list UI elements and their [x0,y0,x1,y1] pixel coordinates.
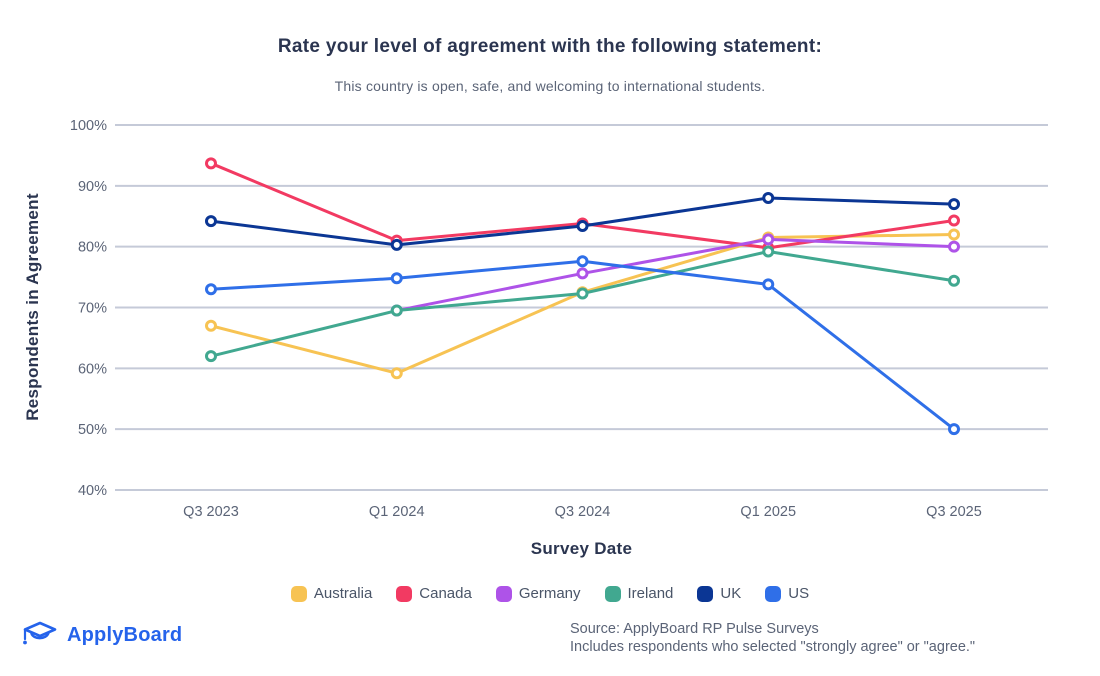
point-germany-2 [576,267,589,280]
point-canada-4 [948,214,960,227]
chart-subtitle: This country is open, safe, and welcomin… [334,78,766,94]
point-australia-0 [205,319,217,332]
x-tick-q3-2023: Q3 2023 [183,504,239,520]
point-uk-1 [390,238,403,251]
applyboard-logo-text: ApplyBoard [67,623,183,646]
series-line-germany [395,237,956,313]
y-tick-80: 80% [78,240,107,256]
point-ireland-0 [205,350,217,363]
y-tick-90: 90% [78,179,107,195]
y-tick-70: 70% [78,301,107,317]
point-us-3 [762,278,775,291]
point-ireland-3 [762,245,775,258]
point-us-2 [576,255,589,268]
point-ireland-2 [576,287,589,300]
legend-item-uk: UK [697,585,741,602]
x-tick-q1-2024: Q1 2024 [369,504,425,520]
legend-swatch-us [765,585,782,602]
legend-label-germany: Germany [518,585,581,602]
chart-title: Rate your level of agreement with the fo… [277,36,823,57]
graduation-cap-icon [23,621,57,645]
x-tick-q3-2024: Q3 2024 [555,504,611,520]
legend-label-australia: Australia [313,585,373,602]
point-australia-4 [948,228,960,241]
y-axis-title: Respondents in Agreement [23,193,42,421]
legend-item-germany: Germany [495,585,581,602]
point-uk-0 [205,215,217,228]
legend-swatch-uk [697,585,714,602]
legend-label-ireland: Ireland [627,585,674,602]
legend-swatch-ireland [604,585,621,602]
point-germany-4 [948,240,960,253]
legend-swatch-canada [396,585,413,602]
y-tick-100: 100% [70,118,107,134]
legend-label-us: US [788,585,810,602]
applyboard-logo: ApplyBoard [20,619,182,651]
point-us-0 [205,283,217,296]
chart-legend: Australia Canada Germany Ireland UK US [0,585,1100,602]
source-line-2: Includes respondents who selected "stron… [570,639,976,655]
point-uk-3 [762,192,775,204]
legend-swatch-australia [290,585,307,602]
point-uk-4 [948,198,960,211]
source-line-1: Source: ApplyBoard RP Pulse Surveys [570,621,819,637]
point-us-1 [390,272,403,285]
legend-item-australia: Australia [290,585,373,602]
point-germany-3 [762,233,775,246]
x-axis-title: Survey Date [530,539,633,558]
legend-item-us: US [765,585,809,602]
legend-label-uk: UK [720,585,742,602]
point-australia-1 [390,367,403,380]
line-chart: 100% 90% 80% 70% 60% 50% 40% Q3 2023 Q1 2024 Q3 2… [70,118,1048,520]
point-canada-0 [205,157,217,170]
legend-item-ireland: Ireland [604,585,674,602]
point-uk-2 [576,219,589,232]
x-tick-q1-2025: Q1 2025 [740,504,796,520]
legend-item-canada: Canada [396,585,472,602]
point-ireland-4 [948,274,960,287]
legend-label-canada: Canada [419,585,472,602]
legend-swatch-germany [495,585,512,602]
source-note: Source: ApplyBoard RP Pulse Surveys Incl… [570,620,975,656]
y-tick-60: 60% [78,361,107,377]
y-tick-50: 50% [78,422,107,438]
point-us-4 [948,423,960,436]
x-tick-q3-2025: Q3 2025 [926,504,982,520]
y-tick-40: 40% [78,483,107,499]
point-ireland-1 [390,304,403,317]
